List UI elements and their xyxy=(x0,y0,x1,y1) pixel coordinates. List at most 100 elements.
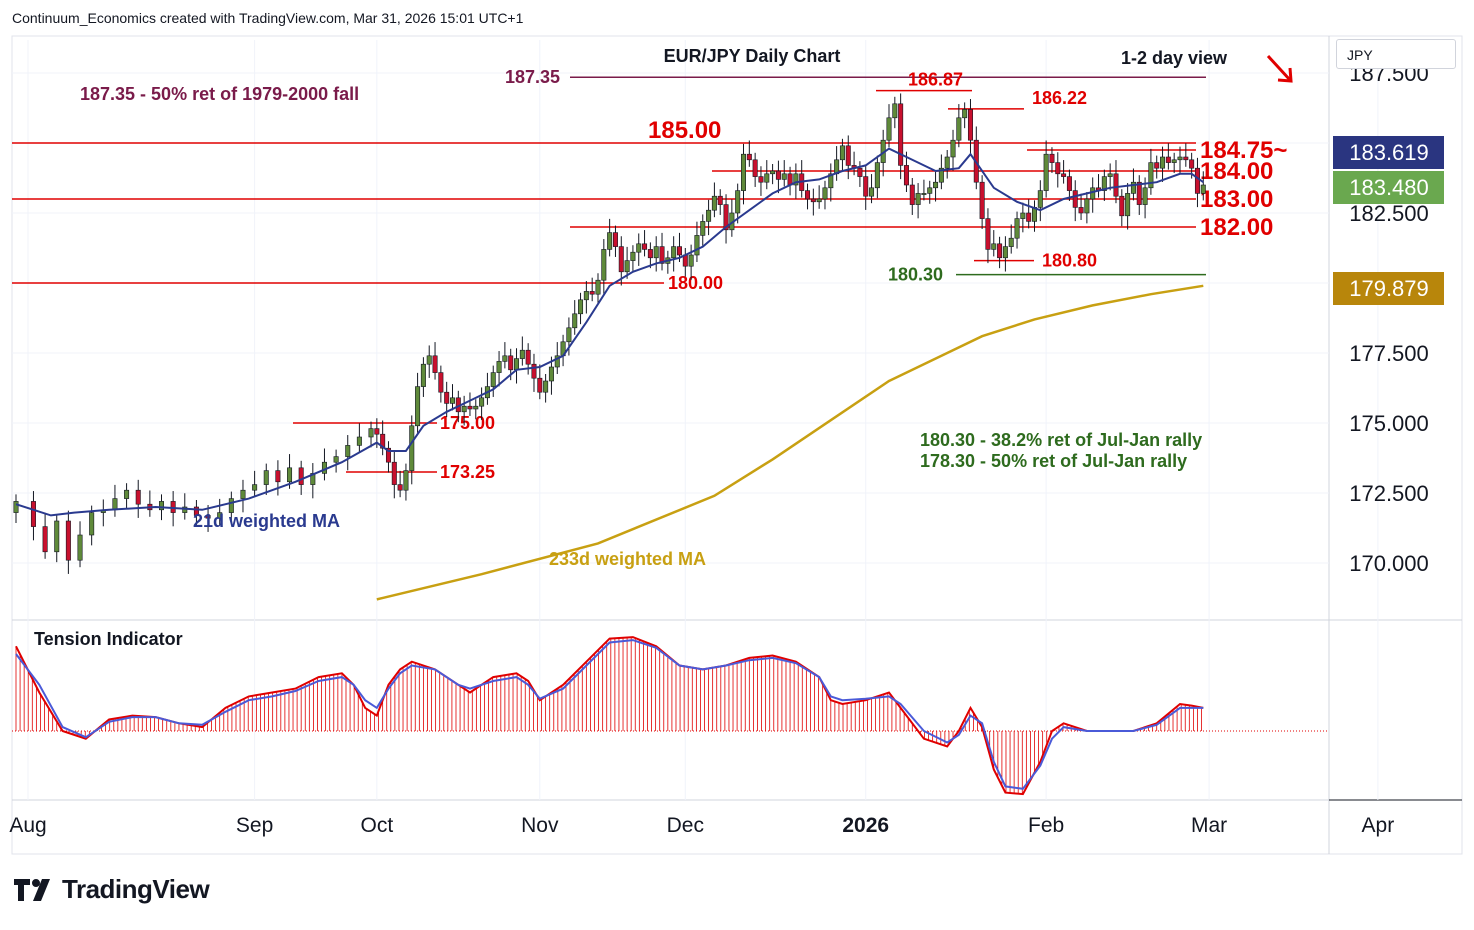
x-tick-label: Nov xyxy=(521,814,559,837)
candle-body xyxy=(1200,184,1206,194)
candle-body xyxy=(1171,159,1177,163)
candle-body xyxy=(915,193,921,205)
candle-body xyxy=(1130,181,1136,194)
level-label: 186.22 xyxy=(1032,88,1087,108)
candle-body xyxy=(426,355,432,365)
last-price-label: 183.480 xyxy=(1349,175,1429,200)
candle-body xyxy=(694,235,700,256)
candle-body xyxy=(298,467,304,485)
tension-fast-line xyxy=(15,636,1204,796)
candle-body xyxy=(461,405,467,413)
tradingview-logo[interactable]: TradingView xyxy=(14,874,210,905)
candle-body xyxy=(531,363,537,379)
candle-body xyxy=(30,501,36,527)
candle-body xyxy=(1037,190,1043,208)
level-label: 175.00 xyxy=(440,413,495,433)
candle-body xyxy=(543,380,549,393)
candle-body xyxy=(1154,162,1160,169)
candle-body xyxy=(706,209,712,222)
candle-body xyxy=(1165,156,1171,163)
candle-body xyxy=(444,391,450,404)
y-tick-label: 170.000 xyxy=(1349,551,1429,576)
candle-body xyxy=(1119,195,1125,217)
candle-body xyxy=(537,377,543,393)
tension-slow-line xyxy=(15,639,1204,790)
candle-body xyxy=(607,232,613,250)
candle-body xyxy=(1113,173,1119,197)
candle-body xyxy=(54,520,60,553)
ma21-path xyxy=(15,147,1204,517)
candle-body xyxy=(159,501,165,511)
chart-attribution: Continuum_Economics created with Trading… xyxy=(12,10,524,26)
candle-body xyxy=(1142,187,1148,205)
candle-body xyxy=(1026,212,1032,222)
candle-body xyxy=(933,181,939,189)
candle-body xyxy=(380,433,386,449)
candle-body xyxy=(950,139,956,158)
candle-body xyxy=(997,243,1003,259)
x-tick-label: Oct xyxy=(361,814,394,837)
candle-body xyxy=(217,512,223,519)
candle-body xyxy=(1078,207,1084,214)
level-label: 187.35 xyxy=(505,67,560,87)
candle-body xyxy=(805,190,811,200)
candle-body xyxy=(490,372,496,387)
candle-body xyxy=(688,254,694,267)
candle-body xyxy=(321,461,327,474)
candle-body xyxy=(333,456,339,463)
candle-body xyxy=(240,489,246,499)
candle-body xyxy=(473,405,479,410)
x-tick-label: Apr xyxy=(1362,814,1395,837)
candle-body xyxy=(985,218,991,250)
candle-body xyxy=(1055,162,1061,175)
candle-body xyxy=(403,470,409,491)
candle-body xyxy=(979,181,985,219)
last-price-box: 183.480 xyxy=(1333,171,1444,204)
ma233-line xyxy=(376,284,1204,601)
candle-body xyxy=(909,184,915,205)
candle-body xyxy=(275,470,281,483)
symbol-selector[interactable]: JPY xyxy=(1336,39,1456,69)
candle-body xyxy=(409,425,415,471)
candle-body xyxy=(554,355,560,368)
time-axis: Aug Sep Oct Nov Dec 2026 Feb Mar Apr xyxy=(9,814,1394,837)
candle-body xyxy=(810,198,816,203)
candle-body xyxy=(723,204,729,231)
levels: 187.35 186.87 186.22 185.00 184.75~184.00183… xyxy=(12,67,1287,482)
candle-body xyxy=(740,153,746,191)
x-tick-label: Feb xyxy=(1028,814,1064,837)
candle-body xyxy=(502,355,508,362)
candle-body xyxy=(287,467,293,483)
candle-body xyxy=(624,260,630,273)
candle-body xyxy=(892,103,898,119)
candle-body xyxy=(647,249,653,259)
candle-body xyxy=(548,366,554,382)
candle-body xyxy=(595,279,601,295)
annotation-fib-50: 178.30 - 50% ret of Jul-Jan rally xyxy=(920,451,1187,471)
candle-body xyxy=(519,349,525,359)
y-tick-label: 172.500 xyxy=(1349,481,1429,506)
candle-body xyxy=(1177,156,1183,161)
candle-body xyxy=(938,167,944,183)
candle-body xyxy=(874,162,880,189)
candle-body xyxy=(432,355,438,373)
candle-body xyxy=(1020,212,1026,219)
candle-body xyxy=(572,313,578,329)
candle-body xyxy=(735,190,741,214)
candle-body xyxy=(717,195,723,205)
y-tick-label: 182.500 xyxy=(1349,201,1429,226)
candle-body xyxy=(1189,159,1195,169)
candle-body xyxy=(496,361,502,373)
candle-body xyxy=(397,484,403,491)
candle-body xyxy=(356,436,362,446)
ma21-line xyxy=(15,147,1204,517)
candle-body xyxy=(746,153,752,161)
candle-body xyxy=(112,498,118,511)
level-label: 185.00 xyxy=(648,117,721,144)
candle-body xyxy=(1183,156,1189,161)
candle-body xyxy=(601,249,607,281)
chart-title: EUR/JPY Daily Chart xyxy=(664,46,841,66)
tension-title: Tension Indicator xyxy=(34,629,183,649)
y-tick-label: 175.000 xyxy=(1349,411,1429,436)
